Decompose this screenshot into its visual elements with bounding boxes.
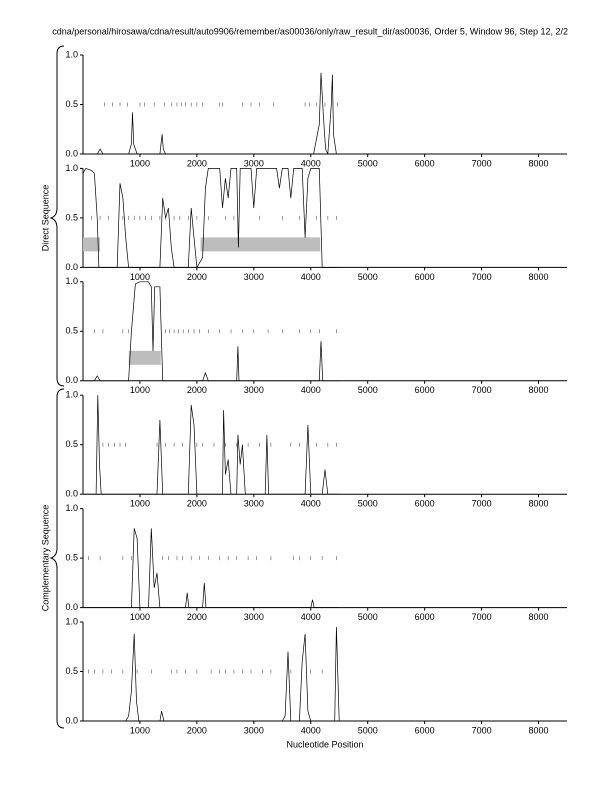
x-tick-label: 5000 <box>358 612 378 622</box>
x-tick-label: 3000 <box>244 612 264 622</box>
page-title: cdna/personal/hirosawa/cdna/result/auto9… <box>52 26 568 36</box>
x-tick-label: 4000 <box>301 725 321 735</box>
region-bar <box>200 237 321 252</box>
x-tick-label: 1000 <box>130 158 150 168</box>
x-tick-label: 6000 <box>415 612 435 622</box>
x-tick-label: 8000 <box>529 499 549 509</box>
x-tick-label: 6000 <box>415 725 435 735</box>
x-tick-label: 7000 <box>472 612 492 622</box>
x-tick-label: 1000 <box>130 499 150 509</box>
x-tick-label: 7000 <box>472 499 492 509</box>
x-tick-label: 7000 <box>472 385 492 395</box>
y-tick-label: 0.0 <box>65 262 78 272</box>
y-tick-label: 0.5 <box>65 326 78 336</box>
x-tick-label: 7000 <box>472 725 492 735</box>
x-tick-label: 3000 <box>244 725 264 735</box>
y-tick-label: 1.0 <box>65 616 78 626</box>
y-tick-label: 1.0 <box>65 276 78 286</box>
x-tick-label: 5000 <box>358 158 378 168</box>
y-tick-label: 1.0 <box>65 503 78 513</box>
x-tick-label: 2000 <box>187 499 207 509</box>
probability-line <box>82 167 340 269</box>
x-tick-label: 6000 <box>415 499 435 509</box>
x-tick-label: 2000 <box>187 385 207 395</box>
x-tick-label: 3000 <box>244 385 264 395</box>
y-tick-label: 0.0 <box>65 602 78 612</box>
x-tick-label: 1000 <box>130 725 150 735</box>
group-brace <box>49 45 65 387</box>
probability-line <box>83 528 340 608</box>
x-tick-label: 5000 <box>358 385 378 395</box>
x-tick-label: 8000 <box>529 272 549 282</box>
x-tick-label: 6000 <box>415 158 435 168</box>
x-tick-label: 1000 <box>130 612 150 622</box>
x-tick-label: 1000 <box>130 385 150 395</box>
x-tick-label: 5000 <box>358 499 378 509</box>
y-tick-label: 0.0 <box>65 715 78 725</box>
y-tick-label: 0.5 <box>65 666 78 676</box>
x-tick-label: 4000 <box>301 499 321 509</box>
x-tick-label: 3000 <box>244 499 264 509</box>
x-tick-label: 5000 <box>358 725 378 735</box>
y-tick-label: 0.5 <box>65 212 78 222</box>
x-tick-label: 2000 <box>187 272 207 282</box>
y-tick-label: 1.0 <box>65 390 78 400</box>
x-tick-label: 4000 <box>301 272 321 282</box>
probability-line <box>83 72 340 155</box>
x-tick-label: 7000 <box>472 158 492 168</box>
x-tick-label: 5000 <box>358 272 378 282</box>
x-tick-label: 8000 <box>529 158 549 168</box>
x-tick-label: 2000 <box>187 725 207 735</box>
x-tick-label: 1000 <box>130 272 150 282</box>
x-tick-label: 2000 <box>187 612 207 622</box>
y-tick-label: 1.0 <box>65 49 78 59</box>
group-label: Direct Sequence <box>40 185 50 252</box>
probability-line <box>83 626 340 722</box>
y-tick-label: 1.0 <box>65 163 78 173</box>
x-axis-label: Nucleotide Position <box>286 739 363 749</box>
region-bar <box>83 237 101 252</box>
probability-line <box>83 395 340 495</box>
group-brace <box>49 388 65 729</box>
y-tick-label: 0.5 <box>65 99 78 109</box>
x-tick-label: 8000 <box>529 612 549 622</box>
x-tick-label: 3000 <box>244 272 264 282</box>
x-tick-label: 4000 <box>301 612 321 622</box>
x-tick-label: 4000 <box>301 385 321 395</box>
y-tick-label: 0.0 <box>65 148 78 158</box>
x-tick-label: 2000 <box>187 158 207 168</box>
y-tick-label: 0.0 <box>65 375 78 385</box>
x-tick-label: 3000 <box>244 158 264 168</box>
x-tick-label: 8000 <box>529 385 549 395</box>
probability-line <box>83 281 340 382</box>
x-tick-label: 4000 <box>301 158 321 168</box>
x-tick-label: 6000 <box>415 385 435 395</box>
group-label: Complementary Sequence <box>40 505 50 612</box>
region-bar <box>128 350 161 365</box>
y-tick-label: 0.0 <box>65 489 78 499</box>
x-tick-label: 6000 <box>415 272 435 282</box>
x-tick-label: 8000 <box>529 725 549 735</box>
y-tick-label: 0.5 <box>65 439 78 449</box>
x-tick-label: 7000 <box>472 272 492 282</box>
y-tick-label: 0.5 <box>65 552 78 562</box>
